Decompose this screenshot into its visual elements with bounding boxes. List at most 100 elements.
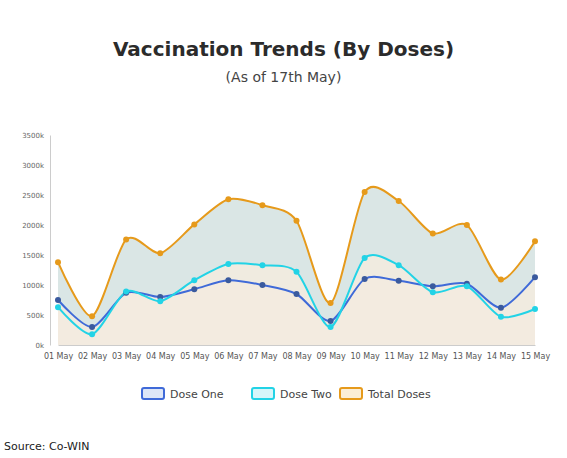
x-tick-label: 11 May [385, 352, 415, 361]
y-axis-line [50, 136, 51, 346]
series-point [294, 291, 300, 297]
x-tick: 06 May [214, 345, 244, 361]
series-area [58, 255, 535, 345]
y-tick: 0k [35, 342, 50, 350]
series-point [89, 313, 95, 319]
series-point [532, 274, 538, 280]
subtitle: (As of 17th May) [226, 69, 342, 85]
series-point [328, 318, 334, 324]
legend-label: Total Doses [367, 388, 431, 401]
series-point [225, 261, 231, 267]
series-point [55, 259, 61, 265]
y-tick: 3000k [22, 162, 50, 170]
series-point [123, 289, 129, 295]
y-tick: 3500k [22, 132, 50, 140]
x-tick: 08 May [282, 345, 312, 361]
series-point [396, 198, 402, 204]
x-tick: 09 May [316, 345, 346, 361]
series-point [430, 283, 436, 289]
series-point [191, 221, 197, 227]
series-point [328, 324, 334, 330]
x-tick-label: 04 May [146, 352, 176, 361]
legend-label: Dose One [170, 388, 224, 401]
x-tick-label: 15 May [521, 352, 551, 361]
y-tick-label: 3500k [22, 132, 45, 140]
legend-label: Dose Two [280, 388, 332, 401]
x-tick-label: 01 May [44, 352, 74, 361]
x-tick: 14 May [487, 345, 517, 361]
x-tick: 02 May [78, 345, 108, 361]
y-tick: 2500k [22, 192, 50, 200]
series-point [191, 277, 197, 283]
title: Vaccination Trends (By Doses) [113, 37, 454, 61]
y-tick: 2000k [22, 222, 50, 230]
y-tick: 1000k [22, 282, 50, 290]
series-point [191, 286, 197, 292]
y-tick-label: 3000k [22, 162, 45, 170]
series-point [55, 304, 61, 310]
legend-item: Dose Two [252, 388, 332, 401]
x-tick-label: 02 May [78, 352, 108, 361]
series-point [294, 218, 300, 224]
series-point [89, 331, 95, 337]
legend-swatch [340, 388, 362, 399]
legend-item: Dose One [142, 388, 224, 401]
x-axis: 01 May 02 May 03 May 04 May 05 May 06 May07 M… [44, 345, 551, 361]
y-axis: 0k 500k 1000k 1500k 2000k 2500k 3000k 3500k [22, 132, 50, 350]
series-area [58, 277, 535, 345]
x-tick-label: 05 May [180, 352, 210, 361]
x-tick-label: 09 May [316, 352, 346, 361]
series-point [464, 222, 470, 228]
plot-area [55, 187, 538, 345]
x-tick-label: 14 May [487, 352, 517, 361]
x-axis-line [59, 345, 536, 346]
x-tick: 05 May [180, 345, 210, 361]
x-tick: 13 May [453, 345, 483, 361]
y-tick-label: 2500k [22, 192, 45, 200]
series-point [532, 306, 538, 312]
series-point [396, 262, 402, 268]
series-line [58, 255, 535, 334]
series-point [430, 230, 436, 236]
y-tick-label: 2000k [22, 222, 45, 230]
series-point [157, 298, 163, 304]
y-tick-label: 500k [27, 312, 45, 320]
series-area [58, 187, 535, 345]
series-point [225, 277, 231, 283]
x-tick: 01 May [44, 345, 74, 361]
series-point [225, 196, 231, 202]
y-tick: 500k [27, 312, 50, 320]
series-point [294, 269, 300, 275]
x-tick: 11 May [385, 345, 415, 361]
series-point [430, 289, 436, 295]
x-tick-label: 10 May [351, 352, 381, 361]
chart: Vaccination Trends (By Doses) (As of 17th… [0, 0, 567, 458]
series-point [259, 262, 265, 268]
series-point [157, 250, 163, 256]
series-point [89, 324, 95, 330]
y-tick-label: 1500k [22, 252, 45, 260]
series-point [259, 202, 265, 208]
series-point [123, 236, 129, 242]
series-line [58, 187, 535, 316]
source: Source: Co-WIN [4, 440, 89, 453]
x-tick-label: 03 May [112, 352, 142, 361]
legend-swatch [142, 388, 164, 399]
series-point [259, 282, 265, 288]
series-point [362, 189, 368, 195]
series-point [498, 277, 504, 283]
legend-item: Total Doses [340, 388, 431, 401]
series-point [498, 314, 504, 320]
x-tick-label: 08 May [282, 352, 312, 361]
series-point [362, 276, 368, 282]
y-tick-label: 1000k [22, 282, 45, 290]
x-tick: 03 May [112, 345, 142, 361]
x-tick: 10 May [351, 345, 381, 361]
y-tick: 1500k [22, 252, 50, 260]
x-tick: 15 May [521, 345, 551, 361]
series-point [532, 238, 538, 244]
x-tick: 07 May [248, 345, 278, 361]
series-point [328, 300, 334, 306]
series-point [362, 255, 368, 261]
series-line [58, 277, 535, 327]
